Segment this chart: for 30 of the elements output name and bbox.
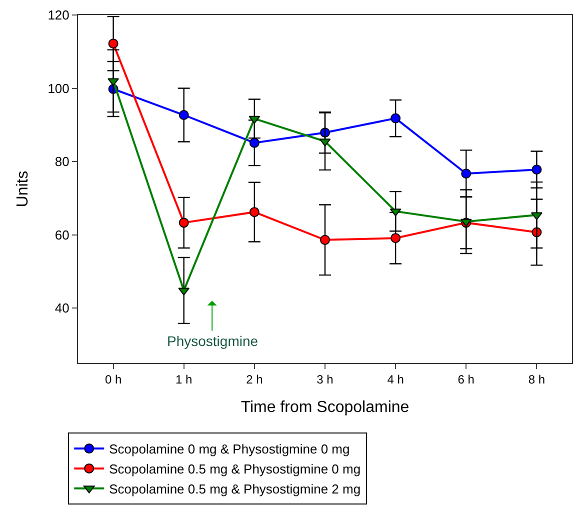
point — [108, 38, 118, 49]
point — [390, 113, 401, 124]
y-tick-label: 100 — [48, 80, 70, 96]
y-tick-label: 120 — [48, 8, 70, 23]
annotation: Physostigmine — [167, 333, 258, 349]
legend-label: Scopolamine 0 mg & Physostigmine 0 mg — [109, 442, 350, 457]
x-tick-label: 6 h — [458, 372, 474, 386]
point — [178, 110, 189, 120]
y-tick-label: 60 — [54, 227, 70, 242]
point — [248, 116, 260, 124]
point — [320, 234, 330, 245]
point — [249, 207, 260, 218]
point — [249, 138, 260, 148]
x-tick-label: 4 h — [387, 372, 404, 386]
point — [178, 218, 189, 228]
x-axis-title: Time from Scopolamine — [240, 399, 410, 416]
y-tick-label: 80 — [54, 154, 70, 170]
legend-label: Scopolamine 0.5 mg & Physostigmine 2 mg — [109, 481, 361, 496]
legend-label: Scopolamine 0.5 mg & Physostigmine 0 mg — [109, 462, 361, 477]
point — [390, 233, 401, 244]
x-tick-label: 3 h — [316, 372, 334, 386]
y-tick-label: 40 — [54, 300, 70, 316]
y-axis-title: Units — [14, 170, 32, 208]
point — [531, 212, 542, 220]
point — [461, 168, 472, 179]
x-tick-label: 1 h — [176, 372, 192, 386]
x-tick-label: 8 h — [528, 372, 546, 386]
point — [532, 164, 542, 175]
x-tick-label: 2 h — [246, 372, 263, 386]
x-tick-label: 0 h — [104, 372, 122, 386]
